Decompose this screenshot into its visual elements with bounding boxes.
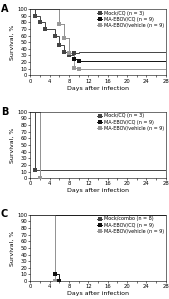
- Y-axis label: Survival, %: Survival, %: [10, 25, 15, 60]
- X-axis label: Days after infection: Days after infection: [67, 86, 129, 91]
- Text: C: C: [1, 209, 8, 219]
- Text: A: A: [1, 4, 8, 14]
- Legend: Mock/CQ (n = 3), MA-EBOV/CQ (n = 9), MA-EBOV/vehicle (n = 9): Mock/CQ (n = 3), MA-EBOV/CQ (n = 9), MA-…: [96, 113, 165, 131]
- Y-axis label: Survival, %: Survival, %: [10, 127, 15, 163]
- X-axis label: Days after infection: Days after infection: [67, 291, 129, 296]
- Y-axis label: Survival, %: Survival, %: [10, 230, 15, 266]
- Legend: Mock/combo (n = 8), MA-EBOV/CQ (n = 9), MA-EBOV/vehicle (n = 9): Mock/combo (n = 8), MA-EBOV/CQ (n = 9), …: [96, 216, 165, 234]
- X-axis label: Days after infection: Days after infection: [67, 188, 129, 193]
- Legend: Mock/CQ (n = 3), MA-EBOV/CQ (n = 9), MA-EBOV/vehicle (n = 9): Mock/CQ (n = 3), MA-EBOV/CQ (n = 9), MA-…: [96, 10, 165, 28]
- Text: B: B: [1, 106, 8, 117]
